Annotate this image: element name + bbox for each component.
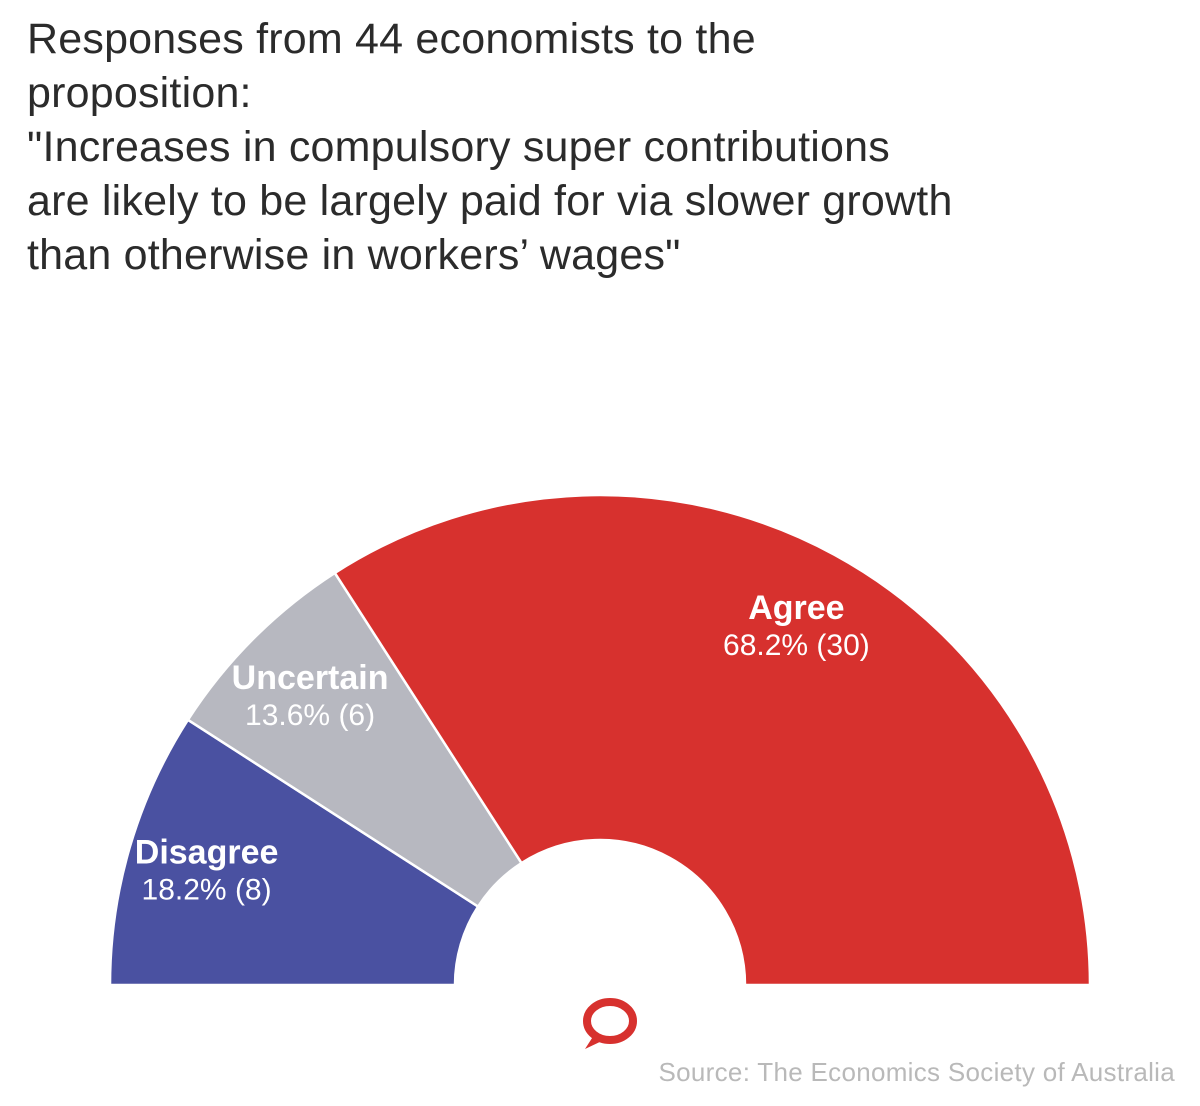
- segment-label-uncertain: Uncertain 13.6% (6): [232, 659, 389, 732]
- speech-bubble-logo-icon: [583, 998, 637, 1049]
- segment-agree: [333, 493, 1092, 987]
- segment-disagree: [108, 718, 480, 987]
- chart-title: Responses from 44 economists to the prop…: [27, 15, 953, 279]
- segment-label-agree: Agree 68.2% (30): [723, 589, 870, 662]
- source-attribution: Source: The Economics Society of Austral…: [658, 1057, 1175, 1087]
- segment-label-disagree: Disagree 18.2% (8): [135, 833, 279, 906]
- segment-uncertain: [186, 571, 524, 909]
